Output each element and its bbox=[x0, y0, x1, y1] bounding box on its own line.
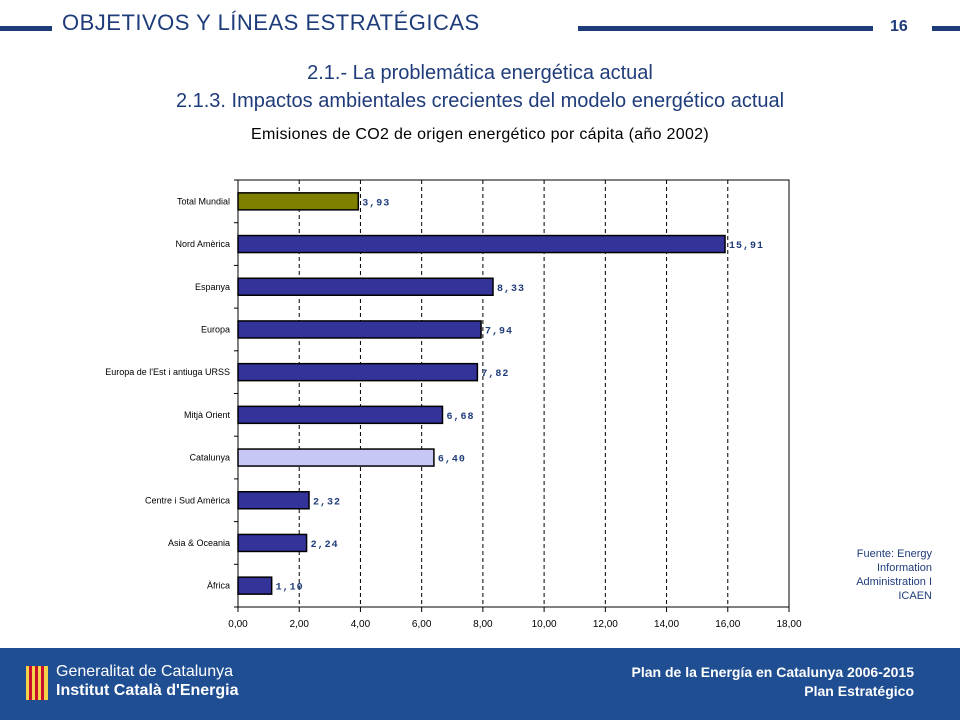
category-label: Asia & Oceania bbox=[168, 538, 230, 548]
data-label: 2,32 bbox=[313, 497, 341, 508]
data-label: 1,10 bbox=[276, 583, 304, 594]
x-tick-label: 2,00 bbox=[289, 619, 309, 630]
category-label: Total Mundial bbox=[177, 196, 230, 206]
category-label: Espanya bbox=[195, 282, 230, 292]
header-rule-end bbox=[932, 26, 960, 31]
bar bbox=[237, 576, 273, 595]
subsection-subtitle: 2.1.3. Impactos ambientales crecientes d… bbox=[175, 90, 785, 112]
bar bbox=[237, 362, 479, 382]
category-label: Centre i Sud Amèrica bbox=[145, 495, 230, 505]
x-tick-label: 12,00 bbox=[593, 619, 618, 630]
data-label: 8,33 bbox=[497, 284, 525, 295]
category-label: Mitjà Orient bbox=[184, 410, 231, 420]
header-rule-right bbox=[578, 26, 873, 31]
plan-subtitle: Plan Estratégico bbox=[804, 683, 914, 699]
bar bbox=[237, 320, 482, 339]
x-tick-label: 10,00 bbox=[532, 619, 557, 630]
x-tick-label: 4,00 bbox=[351, 619, 371, 630]
bar bbox=[237, 234, 726, 254]
bar bbox=[237, 448, 435, 467]
data-label: 7,82 bbox=[481, 369, 509, 380]
x-tick-label: 18,00 bbox=[776, 619, 801, 630]
data-label: 7,94 bbox=[485, 326, 513, 337]
footer-bar: Generalitat de Catalunya Institut Català… bbox=[0, 648, 960, 720]
x-tick-label: 0,00 bbox=[228, 619, 248, 630]
source-note: Fuente: Energy Information Administratio… bbox=[856, 548, 932, 602]
x-tick-label: 6,00 bbox=[412, 619, 432, 630]
data-label: 6,40 bbox=[438, 455, 466, 466]
x-tick-label: 8,00 bbox=[473, 619, 493, 630]
institute-name: Institut Català d'Energia bbox=[56, 682, 239, 699]
category-label: Europa de l'Est i antiuga URSS bbox=[105, 367, 230, 377]
org-name: Generalitat de Catalunya bbox=[56, 663, 233, 680]
bar bbox=[237, 533, 308, 553]
category-label: Àfrica bbox=[207, 581, 230, 591]
section-title: OBJETIVOS Y LÍNEAS ESTRATÉGICAS bbox=[62, 10, 480, 35]
data-label: 6,68 bbox=[446, 412, 474, 423]
header-rule-left bbox=[0, 26, 52, 31]
subsection-title: 2.1.- La problemática energética actual bbox=[307, 62, 653, 84]
co2-emissions-bar-chart: 0,00 2,00 4,00 6,00 8,00 10,00 12,00 14,00 16,00… bbox=[105, 179, 802, 630]
category-label: Nord Amèrica bbox=[175, 239, 230, 249]
data-label: 2,24 bbox=[311, 540, 339, 551]
x-tick-label: 14,00 bbox=[654, 619, 679, 630]
bar bbox=[237, 277, 494, 296]
bar bbox=[237, 405, 444, 425]
page-number: 16 bbox=[890, 18, 908, 35]
bar bbox=[237, 192, 360, 211]
bar bbox=[237, 491, 310, 510]
data-label: 3,93 bbox=[362, 198, 390, 209]
chart-title: Emisiones de CO2 de origen energético po… bbox=[251, 126, 709, 143]
data-label: 15,91 bbox=[729, 241, 764, 252]
generalitat-logo bbox=[26, 666, 48, 700]
category-label: Europa bbox=[201, 324, 230, 334]
x-tick-label: 16,00 bbox=[715, 619, 740, 630]
plan-title: Plan de la Energía en Catalunya 2006-201… bbox=[631, 664, 914, 680]
category-label: Catalunya bbox=[189, 453, 230, 463]
